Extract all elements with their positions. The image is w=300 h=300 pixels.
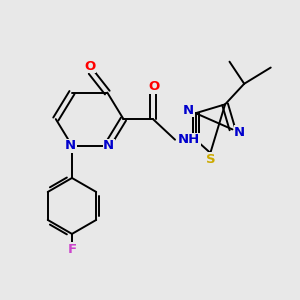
Text: N: N <box>183 104 194 117</box>
Text: O: O <box>84 60 95 73</box>
Text: S: S <box>206 153 215 166</box>
Text: N: N <box>234 126 245 139</box>
Text: N: N <box>103 140 114 152</box>
Text: O: O <box>149 80 160 93</box>
Text: F: F <box>68 243 76 256</box>
Text: NH: NH <box>178 134 200 146</box>
Text: N: N <box>65 140 76 152</box>
